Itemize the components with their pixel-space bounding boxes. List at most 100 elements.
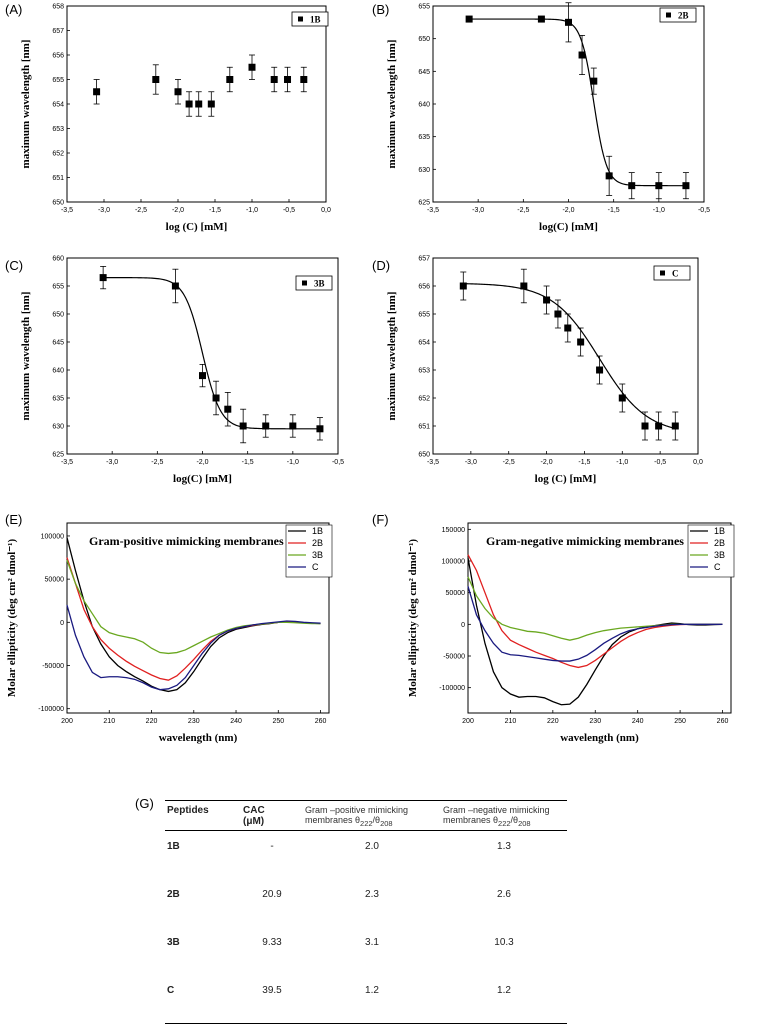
chart-title: Gram-negative mimicking membranes [486,534,684,548]
x-tick-label: -2,0 [196,459,208,466]
x-tick-label: -1,0 [616,459,628,466]
legend-box [285,524,333,578]
y-tick-label: 651 [418,424,430,431]
data-point [185,100,193,108]
panel-c: (C) -3,5 -3,0 -2,5 -2,0 -1,5 -1,0 -0,5 625 630 635… [5,256,344,486]
legend-box [687,524,735,578]
data-point [99,274,107,282]
table-row: 2B 20.9 2.3 2.6 [165,879,567,927]
x-tick-label: 250 [272,718,284,725]
x-tick-label: 230 [188,718,200,725]
y-tick-label: 635 [418,134,430,141]
x-axis-title: log(C) [mM] [173,473,232,485]
y-tick-label: 0 [461,622,465,629]
legend-box [653,265,691,281]
x-tick-label: -2,0 [562,207,574,214]
plot-frame [467,522,732,714]
y-tick-label: 652 [418,396,430,403]
x-tick-label: 210 [103,718,115,725]
y-tick-label: 100000 [41,533,64,540]
y-tick-label: 656 [52,53,64,60]
data-point [212,394,220,402]
data-point [605,172,613,180]
x-tick-label: -3,5 [61,207,73,214]
y-tick-label: 640 [418,102,430,109]
legend-label: C [312,562,319,572]
y-tick-label: 653 [418,368,430,375]
data-point [465,15,473,23]
x-tick-label: 0,0 [321,207,331,214]
legend-label: 1B [714,526,725,536]
header-gram-positive-sub2: 208 [380,818,393,828]
data-point [564,324,572,332]
data-point [565,18,572,26]
x-tick-label: -3,0 [98,207,110,214]
y-tick-label: 657 [418,256,430,263]
x-tick-label: -1,5 [578,459,590,466]
cac-ratio-table: Peptides CAC (μM) Gram –positive mimicki… [165,800,567,1024]
y-tick-label: -50000 [42,663,64,670]
panel-e: (E) 200 210 220 230 240 250 260 -100000 -50000 0 50… [5,512,333,744]
legend-label: 2B [714,538,725,548]
series-line-3b [467,576,723,641]
fit-curve [469,18,686,187]
header-gram-negative-slash: /θ [510,815,519,825]
y-axis-title: maximum wavelength [nm] [386,40,398,169]
y-tick-label: 658 [52,4,64,11]
x-tick-label: 220 [547,718,559,725]
legend-box [291,11,329,27]
panel-label-f: (F) [372,512,389,527]
legend-marker [660,270,665,276]
x-tick-label: 220 [146,718,158,725]
chart-title: Gram-positive mimicking membranes [89,534,284,548]
header-gram-negative-sub1: 222 [498,818,511,828]
cell-gram-negative: 10.3 [494,936,514,948]
x-tick-label: -3,5 [427,459,439,466]
x-axis-title: log (C) [mM] [535,473,597,485]
x-tick-label: 210 [505,718,517,725]
series-line-2b [467,554,723,669]
header-gram-positive-sub1: 222 [360,818,373,828]
series-line-1b [467,557,723,706]
data-point [655,182,663,190]
x-axis-title: wavelength (nm) [560,732,639,744]
y-tick-label: 660 [52,256,64,263]
panel-label-c: (C) [5,258,23,273]
y-axis-title: Molar ellipticity (deg cm² dmol⁻¹) [407,539,419,698]
header-gram-negative-sub2: 208 [518,818,531,828]
legend-label: 1B [310,15,321,25]
data-point [270,76,278,83]
data-point [239,422,247,430]
data-point [174,88,182,96]
data-point [520,282,528,290]
data-point [641,422,649,430]
legend-label: 1B [312,526,323,536]
header-gram-positive-line2: membranes θ [305,815,361,825]
y-tick-label: 650 [418,452,430,459]
x-tick-label: -2,5 [151,459,163,466]
x-tick-label: 240 [632,718,644,725]
header-gram-positive: Gram –positive mimicking membranes θ222/… [303,801,441,830]
legend-label: 3B [714,550,725,560]
y-tick-label: 655 [418,4,430,11]
y-tick-label: 655 [418,312,430,319]
data-point [199,372,206,380]
header-gram-positive-line1: Gram –positive mimicking [305,805,409,815]
table-row: C 39.5 1.2 1.2 [165,975,567,1023]
y-tick-label: 630 [418,167,430,174]
cell-gram-negative: 1.2 [497,984,511,996]
x-axis-title: log (C) [mM] [166,221,228,233]
series-line-3b [66,559,321,655]
fit-curve [463,283,676,430]
data-point [195,100,203,108]
x-tick-label: 200 [462,718,474,725]
x-tick-label: -2,5 [503,459,515,466]
data-point [152,76,160,83]
cell-gram-positive: 2.3 [365,888,379,900]
y-tick-label: -100000 [439,685,465,692]
figure-canvas: (A) -3,5 -3,0 -2,5 -2,0 -1,5 -1,0 -0,5 0,0 650 651… [5,2,735,744]
data-point [618,394,626,402]
x-tick-label: -0,5 [654,459,666,466]
table-row: 3B 9.33 3.1 10.3 [165,927,567,975]
header-gram-negative-line1: Gram –negative mimicking [443,805,550,815]
